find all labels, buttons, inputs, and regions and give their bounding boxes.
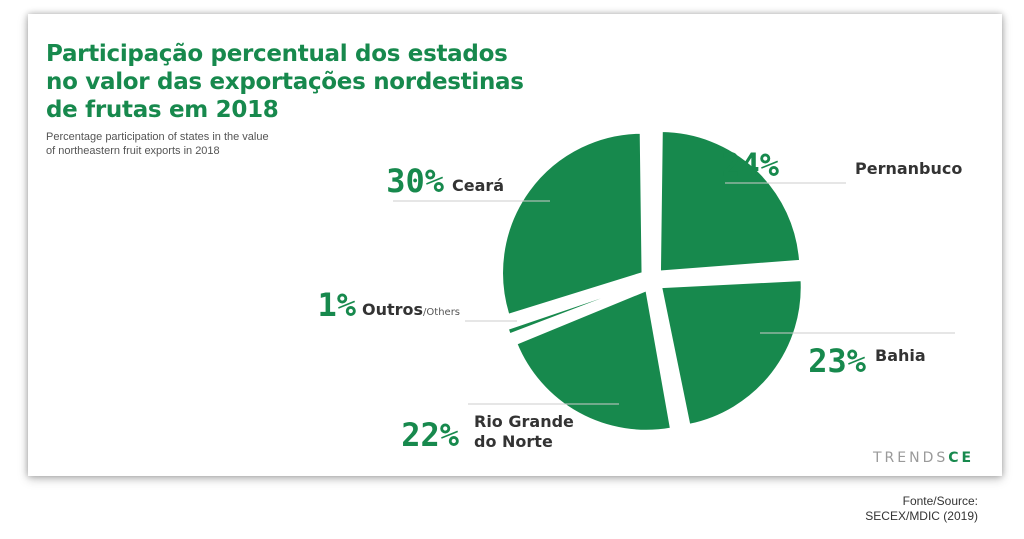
slice-label-4: Ceará <box>452 176 504 195</box>
chart-subtitle: Percentage participation of states in th… <box>46 131 269 157</box>
slice-percent-3: 1% <box>317 286 356 324</box>
chart-title: Participação percentual dos estados no v… <box>46 41 524 123</box>
pie-slice-0 <box>659 130 801 273</box>
slice-percent-1: 23% <box>808 342 867 380</box>
brand-logo-prefix: TRENDS <box>873 450 949 466</box>
slice-label-1: Bahia <box>875 346 926 365</box>
slice-percent-2: 22% <box>401 416 460 454</box>
slice-label-2: Rio Grande do Norte <box>474 412 574 451</box>
slice-percent-0: 24% <box>721 146 780 184</box>
pie-slice-2 <box>515 289 672 432</box>
brand-logo: TRENDSCE <box>873 450 974 466</box>
pie-slice-1 <box>660 279 803 426</box>
slice-percent-4: 30% <box>386 162 445 200</box>
brand-logo-suffix: CE <box>948 450 975 466</box>
slice-label-3: Outros/Others <box>362 300 460 319</box>
pie-slice-4 <box>501 132 644 316</box>
source-note: Fonte/Source: SECEX/MDIC (2019) <box>865 494 978 523</box>
pie-slice-3 <box>507 283 641 335</box>
slice-label-0: Pernanbuco <box>855 159 962 178</box>
